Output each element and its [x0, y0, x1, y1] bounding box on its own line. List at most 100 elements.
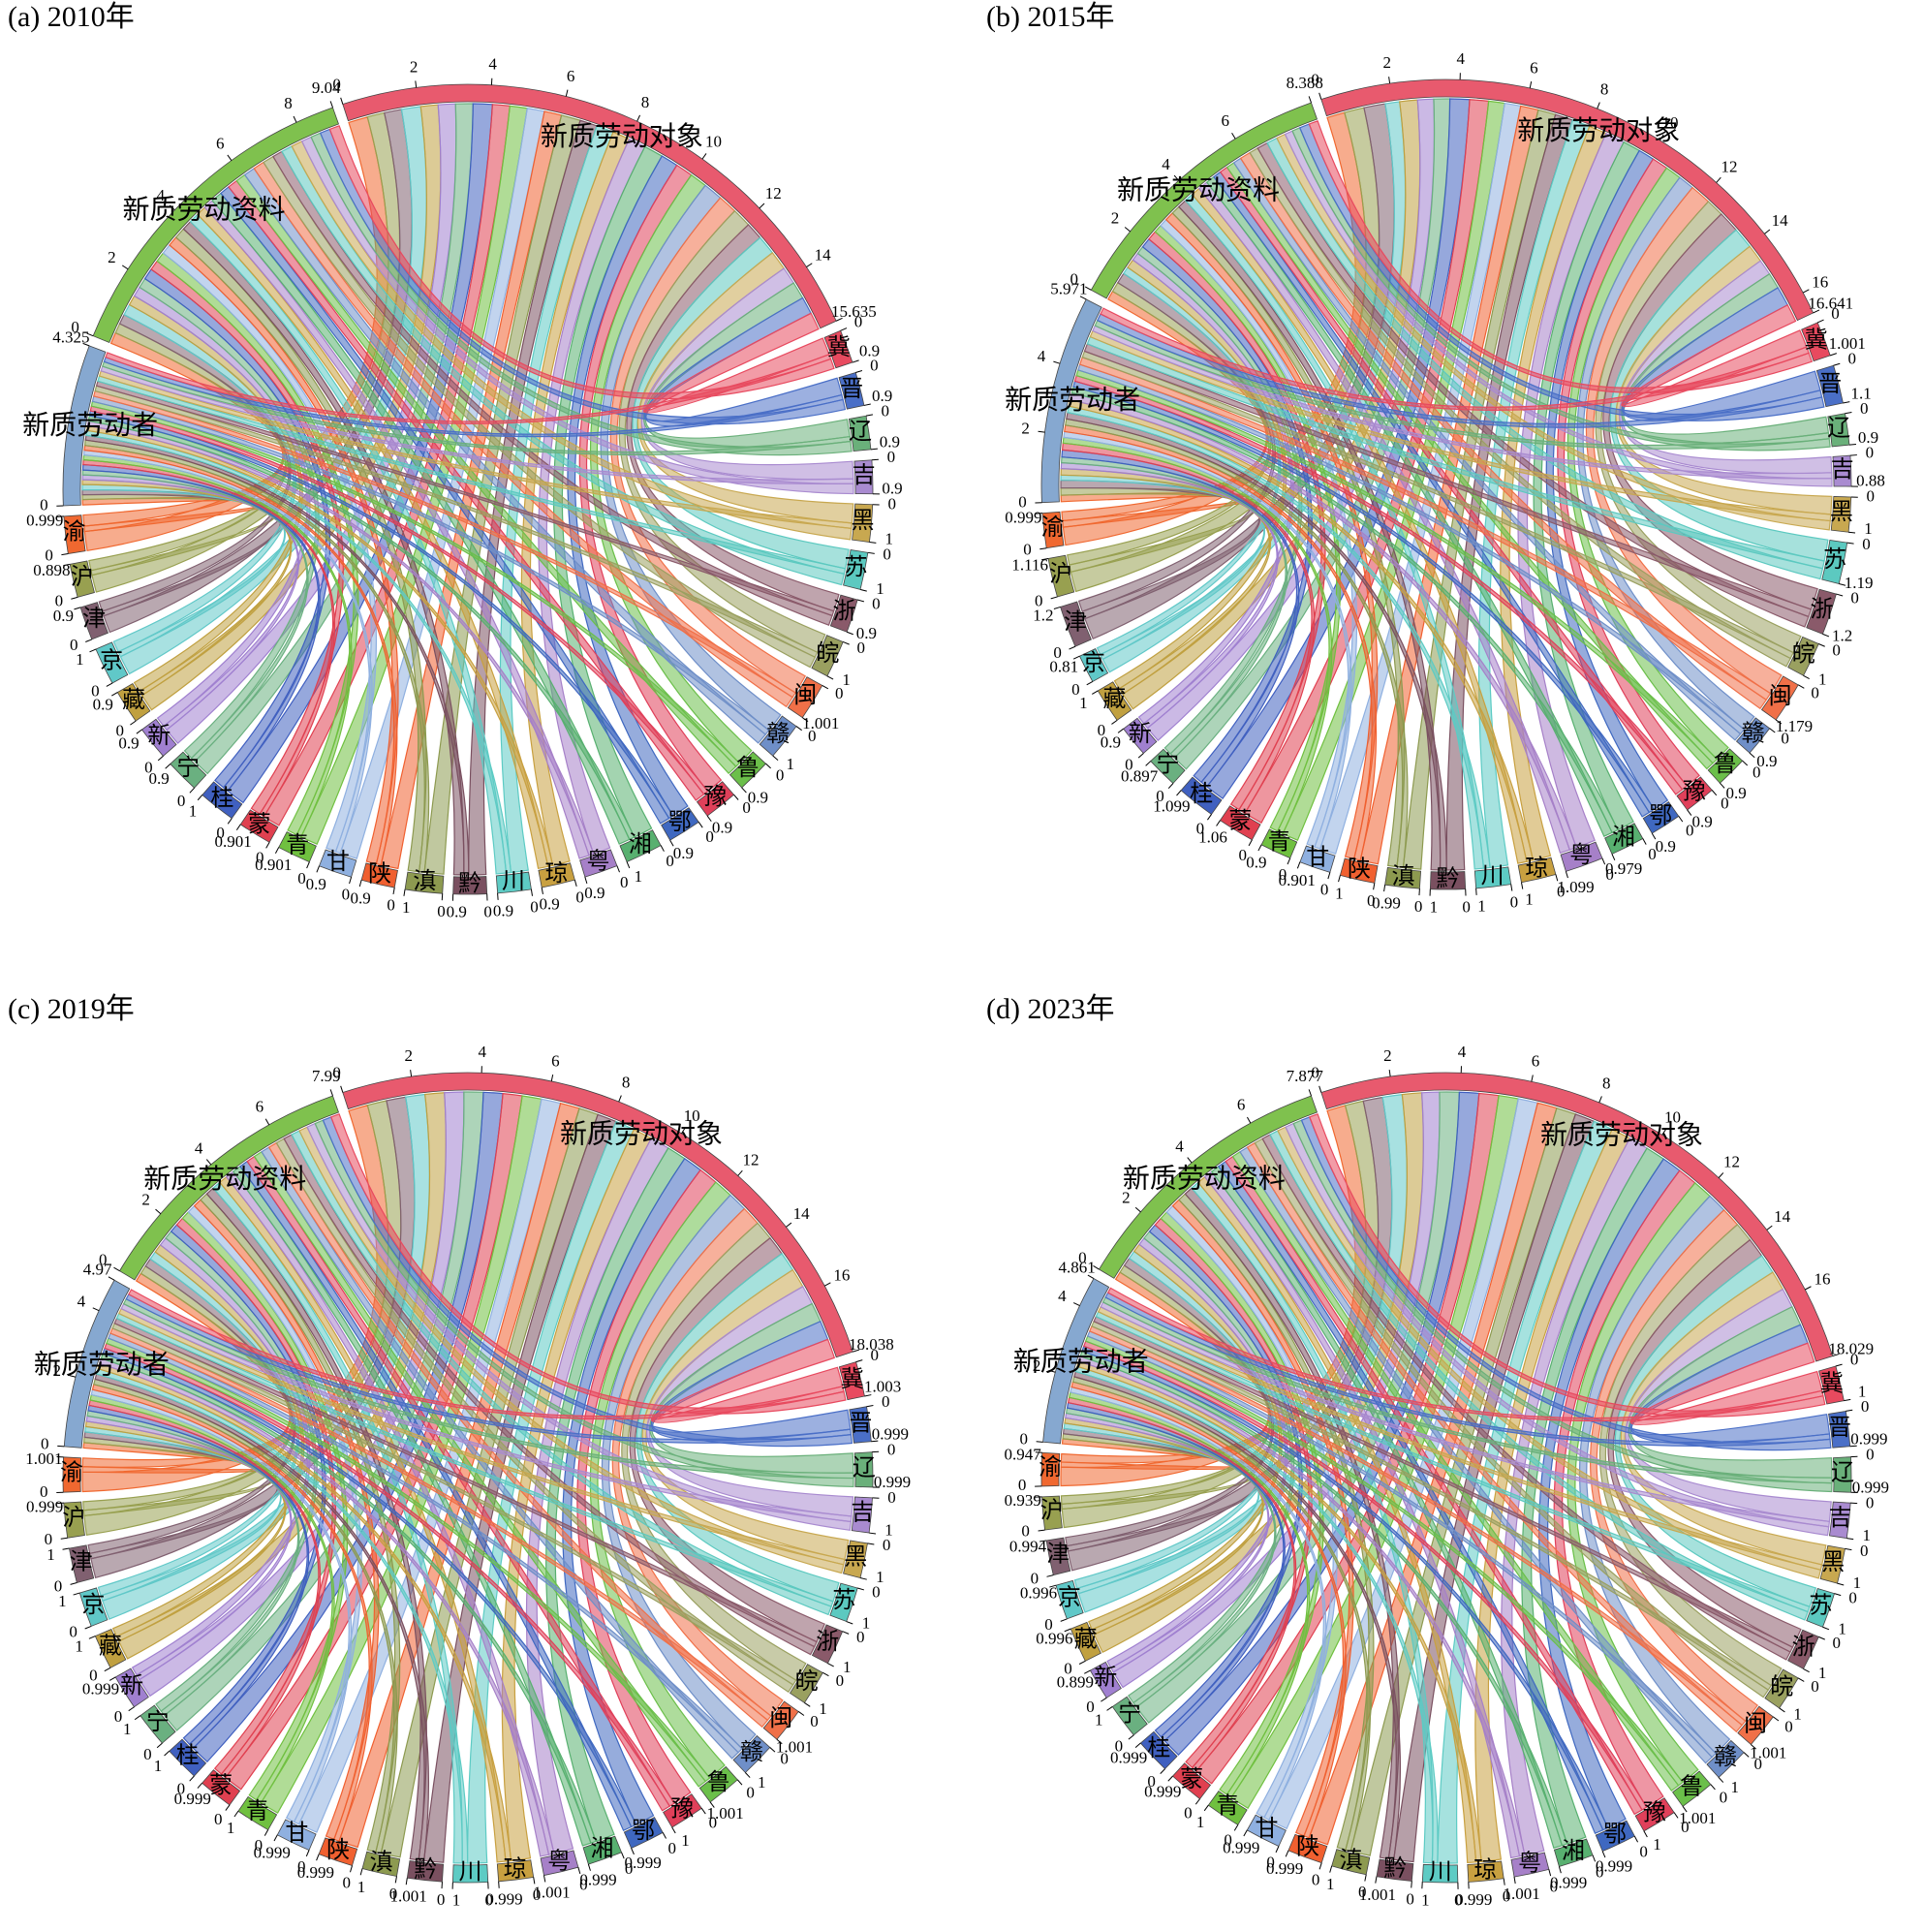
- tick-label: 0: [216, 824, 225, 842]
- sector-arc: [69, 560, 95, 598]
- tick-label: 0: [45, 1530, 53, 1548]
- value-label: 0.9: [856, 624, 877, 642]
- tick-mark: [1529, 81, 1533, 89]
- tick-label: 4: [1175, 1137, 1184, 1155]
- sector-arc: [759, 715, 797, 757]
- tick-label: 0: [1035, 591, 1043, 609]
- tick-mark: [1176, 790, 1182, 796]
- tick-mark: [1844, 1398, 1851, 1402]
- chord: [100, 365, 854, 484]
- tick-mark: [1388, 77, 1391, 84]
- chord: [150, 260, 344, 815]
- province-name: 新: [1094, 1665, 1117, 1691]
- tick-mark: [1231, 132, 1236, 140]
- tick-label: 0: [70, 636, 78, 654]
- province-name: 豫: [703, 784, 727, 810]
- chord: [640, 267, 854, 481]
- value-label: 1.2: [1832, 627, 1852, 645]
- tick-label: 0: [342, 885, 351, 903]
- province-name: 湘: [1562, 1838, 1585, 1864]
- tick-mark: [859, 588, 867, 592]
- tick-mark: [403, 888, 406, 896]
- tick-mark: [74, 607, 81, 610]
- chord: [576, 1169, 717, 1805]
- tick-label: 10: [1662, 113, 1679, 132]
- tick-mark: [1749, 752, 1755, 759]
- tick-mark: [1531, 1075, 1534, 1082]
- chord: [1230, 1095, 1519, 1810]
- province-name: 豫: [1643, 1799, 1666, 1825]
- province-name: 青: [1216, 1793, 1239, 1820]
- chord: [1081, 1345, 1609, 1831]
- chord: [1184, 193, 1485, 870]
- tick-label: 2: [1033, 1356, 1041, 1375]
- value-label: 7.877: [1287, 1067, 1324, 1085]
- tick-label: 0: [214, 1810, 223, 1828]
- sector-arc: [62, 345, 107, 507]
- tick-mark: [1247, 1116, 1252, 1124]
- tick-mark: [1718, 1172, 1724, 1178]
- tick-mark: [1101, 1697, 1107, 1702]
- tick-mark: [1475, 888, 1477, 895]
- value-label: 1.001: [1679, 1809, 1716, 1827]
- sector-arc: [118, 1095, 339, 1281]
- tick-label: 0: [1414, 897, 1423, 916]
- tick-label: 0: [709, 1814, 718, 1832]
- value-label: 1.001: [776, 1738, 813, 1757]
- tick-mark: [84, 1625, 92, 1630]
- tick-mark: [1661, 1129, 1667, 1136]
- tick-mark: [1779, 1707, 1785, 1713]
- tick-mark: [1548, 1869, 1552, 1877]
- province-name: 蒙: [209, 1772, 233, 1798]
- value-label: 5.971: [1050, 280, 1087, 298]
- sector-arc: [1828, 1410, 1851, 1449]
- chord-panel: 02 4 681012141618.029新质劳动对象01冀00.999晋00.99…: [1004, 1043, 1889, 1910]
- value-label: 18.038: [849, 1335, 894, 1354]
- tick-mark: [415, 80, 418, 88]
- tick-mark: [1093, 1265, 1100, 1270]
- tick-mark: [1818, 643, 1825, 647]
- sector-arc: [1339, 857, 1379, 884]
- sector-name: 新质劳动对象: [560, 1118, 723, 1149]
- value-label: 0.899: [1057, 1672, 1094, 1691]
- value-label: 1: [635, 867, 643, 886]
- value-label: 1.06: [1198, 828, 1227, 847]
- tick-mark: [1849, 454, 1857, 456]
- tick-mark: [113, 1266, 120, 1272]
- value-label: 0.9: [1691, 812, 1712, 830]
- tick-label: 0: [1070, 270, 1079, 289]
- chord: [93, 390, 796, 699]
- chord: [85, 1415, 293, 1681]
- chord: [228, 179, 705, 801]
- tick-mark: [1039, 547, 1047, 550]
- value-label: 0.898: [33, 561, 70, 579]
- value-label: 1: [1430, 898, 1439, 917]
- chord: [1154, 225, 1341, 832]
- chord: [1349, 1106, 1577, 1856]
- tick-mark: [745, 1772, 751, 1778]
- sector-arc: [623, 1817, 664, 1850]
- sector-arc: [1830, 496, 1852, 533]
- tick-label: 0: [115, 721, 124, 739]
- province-name: 粤: [587, 849, 610, 875]
- tick-mark: [156, 1742, 163, 1749]
- value-label: 0.9: [540, 895, 560, 914]
- chord: [115, 1312, 834, 1607]
- tick-label: 0: [484, 1890, 493, 1909]
- sector-name: 新质劳动资料: [143, 1164, 306, 1195]
- tick-label: 0: [1503, 1886, 1511, 1905]
- tick-label: 2: [108, 248, 116, 266]
- chord: [1060, 468, 1271, 696]
- chord: [1308, 120, 1814, 394]
- value-label: 0.9: [1725, 784, 1746, 802]
- tick-mark: [1848, 531, 1856, 534]
- value-label: 1.1: [1851, 385, 1872, 403]
- tick-mark: [1743, 1752, 1750, 1758]
- tick-label: 6: [216, 134, 225, 152]
- tick-label: 0: [668, 1839, 677, 1857]
- chord: [211, 192, 631, 845]
- tick-mark: [869, 541, 877, 544]
- value-label: 1: [1079, 694, 1088, 712]
- value-label: 8.388: [1287, 74, 1323, 92]
- chord: [90, 400, 741, 767]
